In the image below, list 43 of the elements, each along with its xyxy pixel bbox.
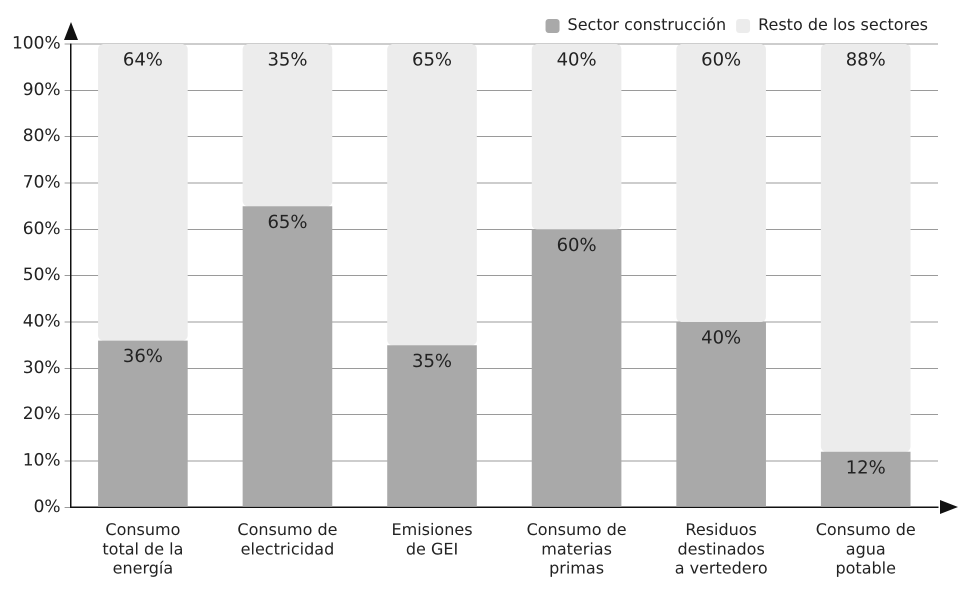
data-label: 35% bbox=[412, 350, 452, 372]
data-label: 40% bbox=[556, 50, 597, 71]
bar bbox=[242, 44, 332, 206]
x-tick-label: Consumo de electricidad bbox=[237, 520, 338, 558]
bar bbox=[820, 452, 911, 507]
y-tick-label: 70% bbox=[22, 172, 61, 192]
bar bbox=[98, 44, 188, 341]
data-label: 35% bbox=[267, 50, 308, 71]
y-tick-label: 30% bbox=[22, 358, 61, 378]
x-tick-label: Residuos destinados a vertedero bbox=[674, 520, 768, 578]
bar bbox=[387, 44, 477, 346]
data-label: 64% bbox=[122, 50, 163, 71]
y-tick-label: 80% bbox=[22, 126, 61, 146]
data-label: 60% bbox=[701, 50, 742, 71]
bar bbox=[532, 229, 622, 507]
bar bbox=[98, 340, 188, 507]
y-tick-label: 10% bbox=[22, 450, 61, 470]
data-label: 60% bbox=[556, 235, 597, 256]
data-label: 88% bbox=[846, 50, 886, 71]
x-tick-label: Emisiones de GEI bbox=[392, 520, 473, 558]
x-tick-label: Consumo de materias primas bbox=[526, 520, 627, 578]
y-tick-label: 0% bbox=[34, 496, 61, 517]
bar bbox=[820, 44, 911, 452]
bar bbox=[676, 322, 766, 507]
y-tick-label: 40% bbox=[22, 311, 61, 332]
data-label: 40% bbox=[701, 328, 742, 349]
y-tick-label: 50% bbox=[22, 265, 61, 286]
bar bbox=[676, 44, 766, 322]
legend-label: Resto de los sectores bbox=[758, 15, 928, 34]
x-tick-label: Consumo total de la energía bbox=[102, 520, 184, 578]
y-tick-label: 90% bbox=[22, 80, 61, 100]
bar bbox=[387, 345, 477, 507]
y-tick-label: 100% bbox=[12, 33, 61, 54]
bar bbox=[532, 44, 622, 230]
y-tick-label: 60% bbox=[22, 218, 61, 239]
data-label: 36% bbox=[122, 346, 163, 368]
x-tick-label: Consumo de agua potable bbox=[816, 520, 916, 578]
data-label: 65% bbox=[412, 50, 452, 71]
legend-label: Sector construcción bbox=[568, 15, 726, 34]
data-label: 12% bbox=[846, 457, 886, 478]
y-tick-label: 20% bbox=[22, 404, 61, 424]
data-label: 65% bbox=[267, 212, 308, 233]
bar bbox=[242, 206, 332, 507]
